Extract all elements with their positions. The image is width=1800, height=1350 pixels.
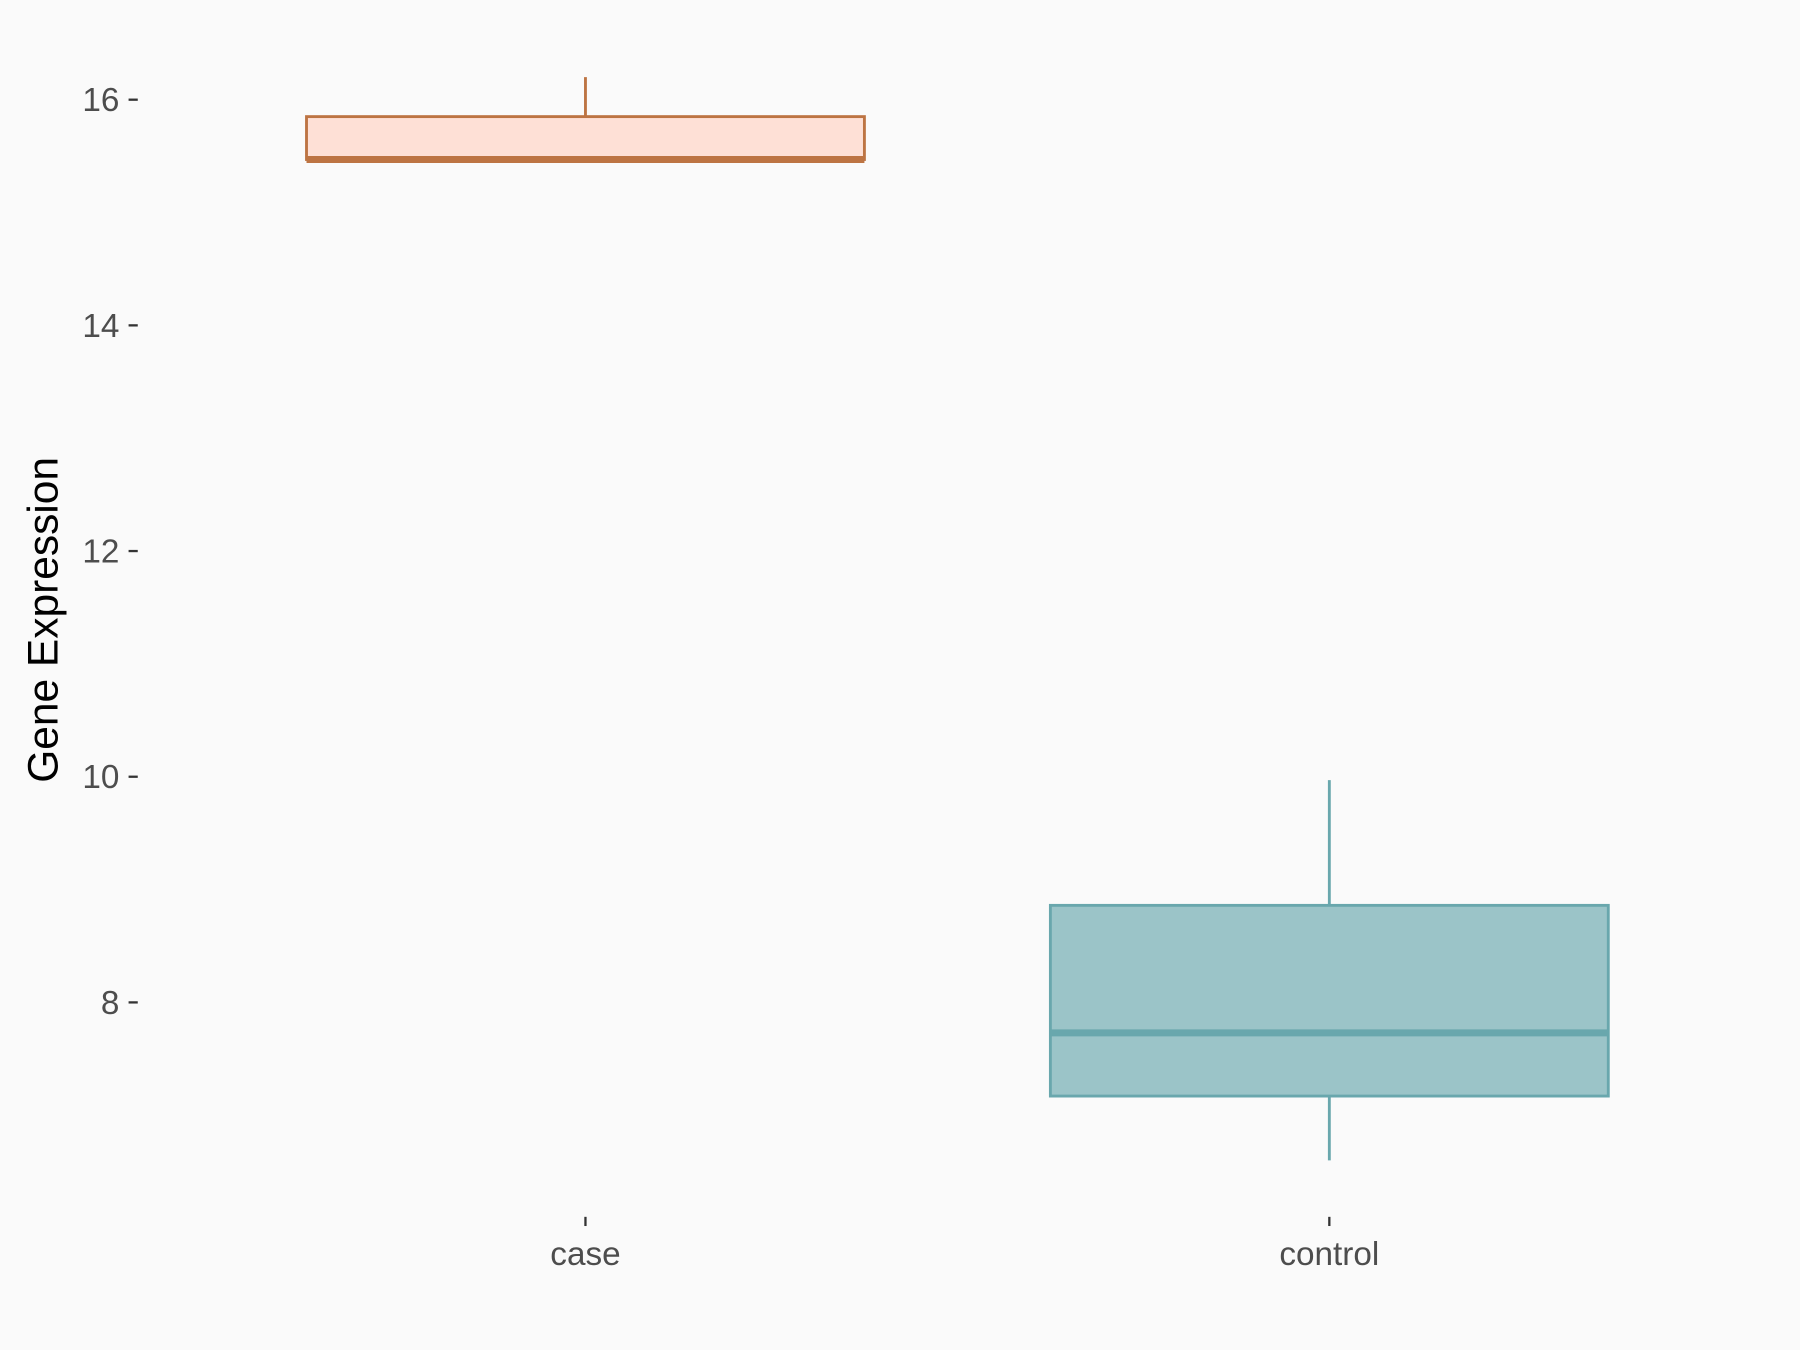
y-tick-label: 16 (82, 82, 119, 119)
box-control (1048, 780, 1610, 1161)
y-axis: 8 10 12 14 16 (82, 82, 138, 1022)
y-axis-title: Gene Expression (19, 457, 66, 783)
boxes (305, 77, 1610, 1161)
x-axis: case control (550, 1216, 1379, 1273)
y-tick-label: 14 (82, 308, 119, 345)
box-body (305, 115, 866, 161)
box-case (305, 77, 866, 163)
x-tick-label: case (550, 1236, 620, 1273)
y-tick-label: 8 (101, 985, 120, 1022)
box-body (1048, 903, 1610, 1098)
x-tick-label: control (1279, 1236, 1379, 1273)
y-tick-label: 12 (82, 534, 119, 571)
y-tick-label: 10 (82, 759, 119, 796)
